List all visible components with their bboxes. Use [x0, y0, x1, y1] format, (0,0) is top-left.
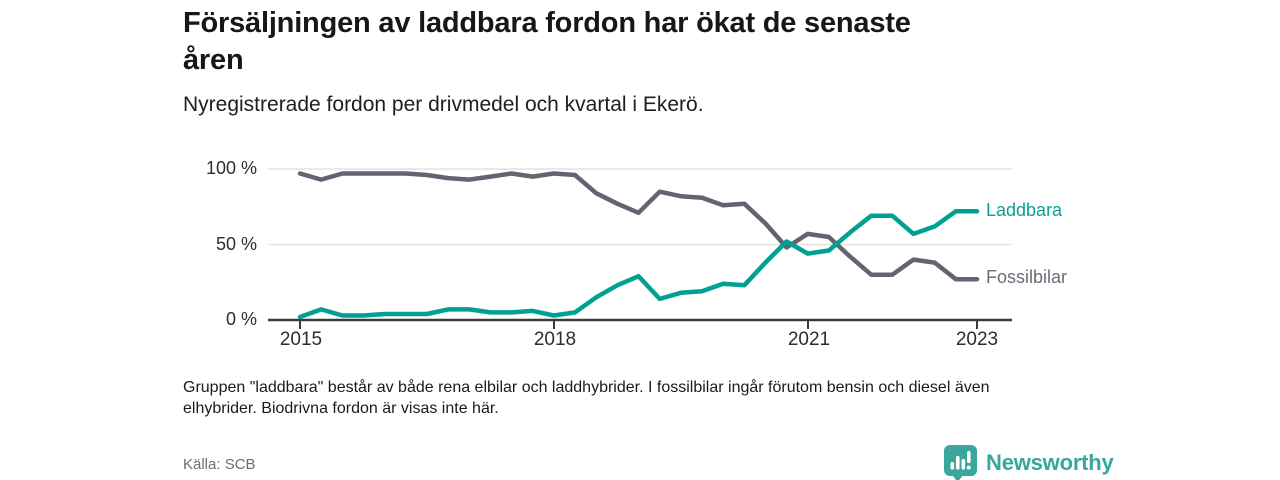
newsworthy-logo-link[interactable]: Newsworthy — [942, 443, 1114, 480]
series-label-fossilbilar: Fossilbilar — [986, 267, 1068, 287]
logo-bubble-shape — [944, 445, 977, 480]
chart-footnote: Gruppen "laddbara" består av både rena e… — [183, 377, 990, 419]
line-fossilbilar — [297, 171, 980, 282]
logo-bar-3 — [961, 459, 966, 470]
chart-footnote-line2: elhybrider. Biodrivna fordon är visas in… — [183, 400, 499, 417]
x-tick-label-2021: 2021 — [787, 329, 831, 350]
logo-bar-1 — [950, 462, 955, 470]
logo-exclamation-dot — [966, 465, 971, 470]
line-laddbara — [297, 209, 980, 320]
chart-footnote-line1: Gruppen "laddbara" består av både rena e… — [183, 379, 990, 396]
series-lines — [297, 171, 980, 320]
logo-wordmark: Newsworthy — [986, 450, 1114, 475]
page-title-line2: åren — [183, 44, 244, 76]
chart-svg — [268, 168, 1012, 329]
y-tick-label-0: 0 % — [225, 309, 257, 329]
x-tick-label-2018: 2018 — [533, 329, 577, 350]
x-tick-label-2023: 2023 — [955, 329, 999, 350]
logo-exclamation-stem — [967, 451, 971, 463]
page-title: Försäljningen av laddbara fordon har öka… — [183, 5, 911, 79]
page-title-line1: Försäljningen av laddbara fordon har öka… — [183, 7, 911, 39]
series-label-laddbara: Laddbara — [986, 200, 1063, 220]
y-tick-label-50: 50 % — [215, 234, 257, 254]
logo-bar-2 — [956, 456, 960, 470]
source-note: Källa: SCB — [183, 456, 256, 473]
x-tick-label-2015: 2015 — [279, 329, 323, 350]
chart-subtitle: Nyregistrerade fordon per drivmedel och … — [183, 93, 704, 116]
newsworthy-chart-bubble-icon — [944, 445, 977, 480]
y-tick-label-100: 100 % — [205, 158, 257, 178]
